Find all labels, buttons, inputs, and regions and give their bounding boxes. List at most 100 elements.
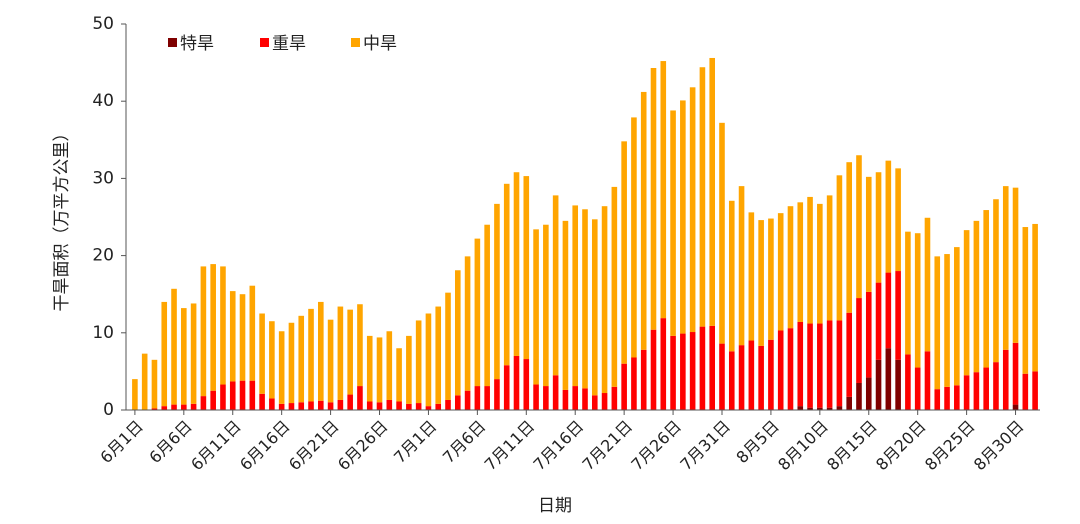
bar-segment	[562, 389, 569, 410]
bar-segment	[875, 172, 882, 283]
bar-segment	[836, 406, 843, 410]
bar-segment	[454, 395, 461, 410]
bar-segment	[748, 340, 755, 410]
bar-segment	[758, 345, 764, 410]
bar-segment	[161, 301, 168, 407]
bar-segment	[689, 87, 696, 333]
bar-segment	[454, 270, 461, 396]
bar-segment	[337, 399, 344, 410]
bar-segment	[425, 406, 432, 410]
bar-segment	[719, 122, 725, 344]
bar-segment	[220, 384, 226, 410]
bar-segment	[699, 67, 706, 327]
bar-segment	[484, 386, 490, 410]
bar-segment	[670, 110, 676, 336]
legend-swatch	[168, 38, 177, 47]
bar-segment	[924, 351, 931, 410]
bar-segment	[386, 399, 393, 410]
x-tick-label: 7月16日	[530, 417, 588, 475]
bar-segment	[376, 402, 383, 410]
bar-segment	[161, 406, 168, 410]
bar-segment	[318, 301, 324, 401]
bar-segment	[582, 388, 588, 410]
bar-segment	[210, 264, 216, 391]
bar-segment	[543, 224, 549, 387]
bar-segment	[190, 303, 197, 404]
bar-segment	[406, 335, 412, 404]
bar-segment	[865, 176, 872, 292]
bar-segment	[856, 298, 862, 383]
x-tick-label: 8月30日	[970, 417, 1028, 475]
bar-segment	[709, 57, 716, 326]
bar-segment	[210, 390, 216, 410]
bar-segment	[308, 401, 314, 410]
bar-segment	[895, 359, 901, 410]
bar-segment	[1032, 223, 1038, 372]
bar-segment	[836, 320, 843, 407]
bar-segment	[591, 395, 598, 410]
bar-segment	[357, 304, 363, 387]
y-axis-title: 干旱面积（万平方公里）	[52, 125, 72, 312]
bar-segment	[494, 379, 500, 410]
bar-segment	[1012, 404, 1019, 410]
bar-segment	[200, 396, 207, 410]
bar-segment	[680, 333, 686, 410]
x-tick-label: 6月26日	[334, 417, 392, 475]
bar-segment	[445, 399, 451, 410]
bar-segment	[777, 330, 784, 410]
bar-segment	[611, 186, 618, 387]
bar-segment	[239, 294, 246, 381]
bar-segment	[885, 272, 892, 349]
bar-segment	[856, 155, 862, 299]
bar-segment	[425, 313, 432, 407]
bar-segment	[787, 328, 794, 410]
bar-segment	[562, 220, 569, 390]
bar-segment	[366, 335, 373, 402]
bar-segment	[494, 203, 500, 380]
x-tick-label: 7月31日	[676, 417, 734, 475]
bar-segment	[993, 199, 999, 363]
bar-segment	[308, 308, 314, 402]
bar-segment	[797, 202, 804, 322]
bar-segment	[787, 206, 794, 329]
bar-segment	[601, 393, 608, 410]
bar-segment	[259, 313, 265, 394]
bar-segment	[934, 256, 941, 390]
bar-segment	[288, 322, 295, 404]
x-tick-label: 7月11日	[481, 417, 539, 475]
bar-segment	[983, 367, 989, 410]
y-tick-label: 20	[92, 246, 114, 266]
bar-segment	[278, 403, 285, 410]
bar-segment	[748, 212, 755, 341]
bar-segment	[797, 406, 804, 410]
bar-segment	[229, 291, 236, 382]
bar-segment	[611, 386, 618, 410]
bar-segment	[738, 186, 745, 346]
bar-segment	[513, 355, 520, 410]
x-tick-label: 7月1日	[390, 417, 440, 467]
bar-segment	[944, 386, 950, 410]
bar-segment	[905, 231, 911, 355]
bar-segment	[1002, 186, 1009, 350]
bar-segment	[777, 213, 784, 331]
bar-segment	[865, 291, 872, 378]
bar-segment	[631, 357, 637, 410]
bar-segment	[288, 403, 295, 410]
bar-segment	[229, 381, 236, 410]
bar-segment	[464, 256, 471, 391]
bar-segment	[523, 359, 530, 410]
legend-label: 重旱	[272, 34, 306, 54]
bar-segment	[631, 117, 637, 358]
bar-segment	[719, 343, 725, 410]
bar-segment	[327, 402, 334, 410]
bar-segment	[601, 206, 608, 394]
bar-segment	[836, 175, 843, 321]
bar-segment	[983, 210, 989, 368]
bar-segment	[621, 363, 627, 410]
bar-segment	[239, 380, 246, 410]
bar-segment	[513, 172, 520, 356]
bar-segment	[503, 183, 510, 366]
bar-segment	[885, 160, 892, 273]
bar-segment	[846, 312, 852, 397]
bar-segment	[552, 375, 559, 410]
